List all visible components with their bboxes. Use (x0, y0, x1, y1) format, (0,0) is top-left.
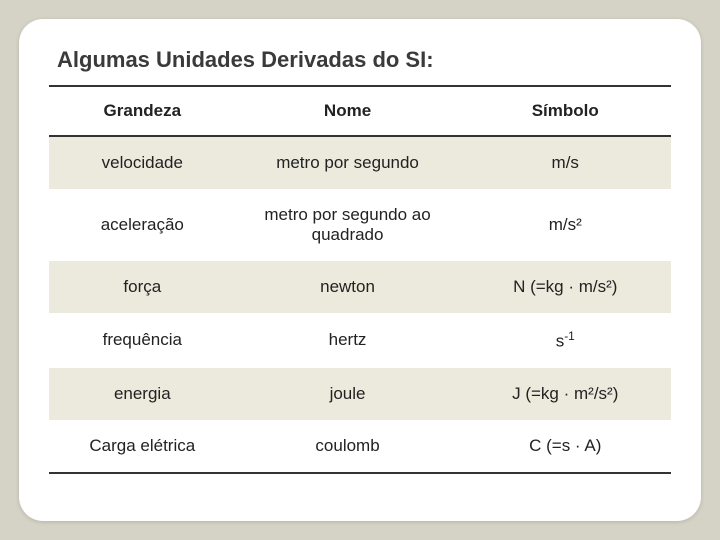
cell-simbolo: m/s (460, 136, 672, 189)
cell-simbolo: N (=kg · m/s²) (460, 261, 672, 313)
cell-grandeza: aceleração (49, 189, 236, 261)
cell-grandeza: Carga elétrica (49, 420, 236, 473)
table-row: frequênciahertzs-1 (49, 313, 671, 368)
table-row: aceleraçãometro por segundo ao quadradom… (49, 189, 671, 261)
content-card: Algumas Unidades Derivadas do SI: Grande… (19, 19, 701, 521)
page-title: Algumas Unidades Derivadas do SI: (49, 47, 671, 73)
col-header-simbolo: Símbolo (460, 86, 672, 136)
cell-nome: metro por segundo (236, 136, 460, 189)
cell-grandeza: energia (49, 368, 236, 420)
cell-grandeza: velocidade (49, 136, 236, 189)
table-body: velocidademetro por segundom/saceleração… (49, 136, 671, 473)
col-header-nome: Nome (236, 86, 460, 136)
cell-grandeza: frequência (49, 313, 236, 368)
col-header-grandeza: Grandeza (49, 86, 236, 136)
cell-nome: newton (236, 261, 460, 313)
cell-nome: hertz (236, 313, 460, 368)
cell-nome: joule (236, 368, 460, 420)
table-row: Carga elétricacoulombC (=s · A) (49, 420, 671, 473)
table-row: energiajouleJ (=kg · m²/s²) (49, 368, 671, 420)
table-header-row: Grandeza Nome Símbolo (49, 86, 671, 136)
cell-simbolo: m/s² (460, 189, 672, 261)
cell-simbolo: C (=s · A) (460, 420, 672, 473)
cell-nome: coulomb (236, 420, 460, 473)
units-table: Grandeza Nome Símbolo velocidademetro po… (49, 85, 671, 474)
table-row: forçanewtonN (=kg · m/s²) (49, 261, 671, 313)
cell-grandeza: força (49, 261, 236, 313)
cell-simbolo: J (=kg · m²/s²) (460, 368, 672, 420)
cell-nome: metro por segundo ao quadrado (236, 189, 460, 261)
cell-simbolo: s-1 (460, 313, 672, 368)
table-row: velocidademetro por segundom/s (49, 136, 671, 189)
